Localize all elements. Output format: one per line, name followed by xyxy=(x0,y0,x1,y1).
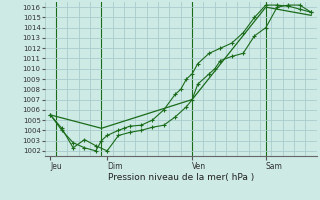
X-axis label: Pression niveau de la mer( hPa ): Pression niveau de la mer( hPa ) xyxy=(108,173,254,182)
